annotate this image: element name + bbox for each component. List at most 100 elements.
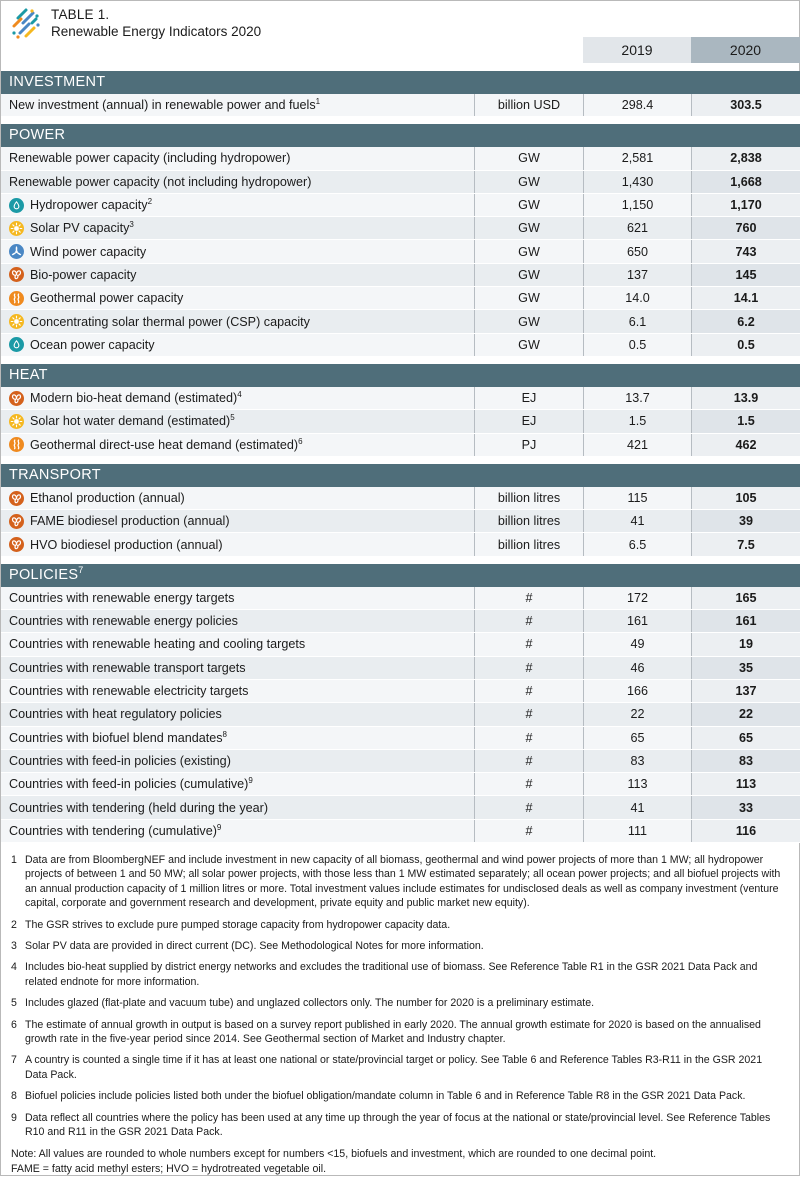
table-row[interactable]: Wind power capacity GW 650 743 (1, 240, 800, 264)
footnote-number: 7 (11, 1054, 17, 1067)
row-label: Countries with tendering (cumulative)9 (9, 822, 222, 838)
row-unit-cell: EJ (474, 410, 583, 433)
table-row[interactable]: Renewable power capacity (including hydr… (1, 147, 800, 171)
table-number: TABLE 1. (51, 7, 110, 22)
footnote-number: 5 (11, 997, 17, 1010)
table-row[interactable]: Geothermal direct-use heat demand (estim… (1, 433, 800, 457)
row-label: New investment (annual) in renewable pow… (9, 96, 321, 113)
table-row[interactable]: Countries with tendering (cumulative)9 #1… (1, 819, 800, 844)
table-row[interactable]: Solar PV capacity3 GW 621 760 (1, 217, 800, 241)
footnote-text: Data reflect all countries where the pol… (25, 1111, 771, 1139)
row-value-2019: 6.5 (583, 533, 691, 556)
row-label-cell: Solar PV capacity3 (1, 217, 474, 240)
table-row[interactable]: Countries with tendering (held during th… (1, 796, 800, 820)
row-label: Solar hot water demand (estimated)5 (30, 413, 235, 429)
row-value-2020: 462 (691, 433, 800, 456)
footnote-ref: 7 (78, 564, 84, 575)
row-unit-cell: # (474, 773, 583, 796)
row-value-2019: 650 (583, 240, 691, 263)
row-value-2019: 14.0 (583, 287, 691, 310)
bio-icon (9, 490, 24, 506)
row-value-2020: 161 (691, 610, 800, 633)
row-value-2019: 49 (583, 633, 691, 656)
row-label: Solar PV capacity3 (30, 220, 134, 236)
row-label-cell: Modern bio-heat demand (estimated)4 (1, 386, 474, 410)
bio-icon (9, 267, 24, 283)
row-unit-cell: # (474, 610, 583, 633)
row-value-2020: 137 (691, 679, 800, 703)
table-row[interactable]: Hydropower capacity2 GW 1,150 1,170 (1, 193, 800, 218)
section-header-transport: TRANSPORT (1, 463, 800, 487)
row-unit-cell: # (474, 703, 583, 726)
table-row[interactable]: HVO biodiesel production (annual) billion… (1, 533, 800, 557)
row-unit-cell: EJ (474, 386, 583, 410)
table-row[interactable]: Ethanol production (annual) billion litre… (1, 486, 800, 511)
row-unit-cell: GW (474, 193, 583, 217)
footnote-ref: 6 (298, 436, 303, 446)
row-unit-cell: GW (474, 263, 583, 287)
row-label-cell: Countries with renewable energy targets (1, 586, 474, 610)
footnote-text: The estimate of annual growth in output … (25, 1018, 761, 1046)
table-row[interactable]: New investment (annual) in renewable pow… (1, 94, 800, 118)
row-value-2019: 298.4 (583, 94, 691, 117)
row-label-cell: Renewable power capacity (not including … (1, 170, 474, 193)
row-value-2019: 1.5 (583, 410, 691, 433)
row-value-2019: 113 (583, 773, 691, 796)
row-value-2020: 22 (691, 703, 800, 726)
footnote-item: 3 Solar PV data are provided in direct cu… (11, 939, 787, 953)
section-header-investment: INVESTMENT (1, 71, 800, 94)
table-row[interactable]: Countries with renewable electricity tar… (1, 679, 800, 704)
table-row[interactable]: Concentrating solar thermal power (CSP) … (1, 310, 800, 334)
row-unit-cell: billion litres (474, 486, 583, 510)
row-label-cell: Countries with feed-in policies (existin… (1, 749, 474, 773)
table-row[interactable]: Solar hot water demand (estimated)5 EJ 1.5… (1, 410, 800, 434)
table-row[interactable]: Countries with renewable energy targets #… (1, 586, 800, 611)
row-label-cell: FAME biodiesel production (annual) (1, 510, 474, 533)
table-row[interactable]: Countries with biofuel blend mandates8 #6… (1, 726, 800, 750)
ren21-logo-icon (9, 7, 43, 41)
table-row[interactable]: Countries with renewable heating and coo… (1, 633, 800, 657)
row-value-2020: 39 (691, 510, 800, 533)
row-value-2019: 0.5 (583, 333, 691, 356)
footnotes-block: 1 Data are from BloombergNEF and include … (1, 843, 799, 1181)
row-value-2019: 1,430 (583, 170, 691, 193)
footnote-number: 8 (11, 1090, 17, 1103)
table-row[interactable]: Ocean power capacity GW 0.5 0.5 (1, 333, 800, 357)
row-label-cell: Countries with feed-in policies (cumulat… (1, 773, 474, 796)
row-value-2019: 83 (583, 749, 691, 773)
footnote-number: 2 (11, 918, 17, 931)
table-row[interactable]: FAME biodiesel production (annual) billio… (1, 510, 800, 534)
row-unit-cell: GW (474, 217, 583, 240)
table-row[interactable]: Countries with feed-in policies (existin… (1, 749, 800, 774)
row-label: Modern bio-heat demand (estimated)4 (30, 389, 242, 406)
table-row[interactable]: Renewable power capacity (not including … (1, 170, 800, 194)
row-label: HVO biodiesel production (annual) (30, 537, 223, 552)
table-row[interactable]: Geothermal power capacity GW 14.0 14.1 (1, 287, 800, 311)
row-label: Countries with biofuel blend mandates8 (9, 729, 227, 745)
hydropower-icon (9, 197, 24, 213)
ocean-icon (9, 337, 24, 353)
row-label: Hydropower capacity2 (30, 196, 153, 213)
footnote-item: 6 The estimate of annual growth in output… (11, 1018, 787, 1047)
footnote-ref: 5 (230, 413, 235, 423)
row-value-2020: 113 (691, 773, 800, 796)
table-row[interactable]: Bio-power capacity GW 137 145 (1, 263, 800, 288)
table-row[interactable]: Countries with renewable energy policies… (1, 610, 800, 634)
row-value-2020: 7.5 (691, 533, 800, 556)
table-row[interactable]: Countries with feed-in policies (cumulat… (1, 773, 800, 797)
table-row[interactable]: Countries with heat regulatory policies #… (1, 703, 800, 727)
row-label: Countries with tendering (held during th… (9, 800, 269, 815)
row-unit-cell: GW (474, 170, 583, 193)
table-row[interactable]: Countries with renewable transport targe… (1, 656, 800, 680)
row-value-2019: 621 (583, 217, 691, 240)
section-gap (1, 456, 800, 464)
table-row[interactable]: Modern bio-heat demand (estimated)4 EJ 13.… (1, 386, 800, 411)
row-unit-cell: # (474, 726, 583, 749)
footnote-ref: 2 (147, 196, 153, 206)
row-value-2020: 13.9 (691, 386, 800, 410)
footnote-ref: 1 (315, 96, 321, 106)
row-label: Countries with renewable energy targets (9, 590, 235, 605)
row-label: Countries with heat regulatory policies (9, 707, 222, 722)
row-value-2020: 65 (691, 726, 800, 749)
